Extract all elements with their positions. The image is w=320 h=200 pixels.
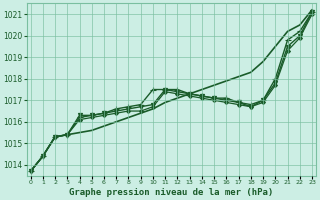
X-axis label: Graphe pression niveau de la mer (hPa): Graphe pression niveau de la mer (hPa) (69, 188, 273, 197)
